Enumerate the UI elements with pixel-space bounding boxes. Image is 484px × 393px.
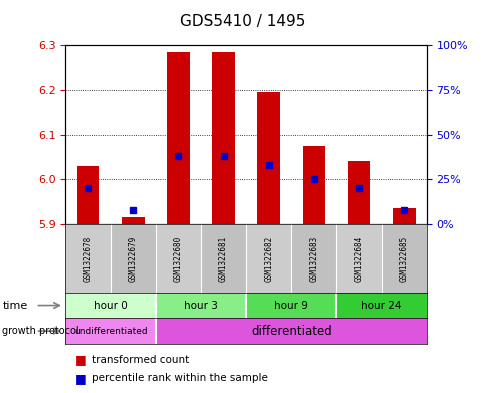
Text: GDS5410 / 1495: GDS5410 / 1495 xyxy=(180,14,304,29)
Bar xyxy=(155,224,200,293)
Text: ■: ■ xyxy=(75,353,87,366)
Text: percentile rank within the sample: percentile rank within the sample xyxy=(92,373,268,383)
Text: time: time xyxy=(2,301,28,310)
Bar xyxy=(200,224,245,293)
Text: GSM1322682: GSM1322682 xyxy=(264,235,272,281)
Text: differentiated: differentiated xyxy=(250,325,331,338)
Bar xyxy=(245,293,336,318)
Text: hour 9: hour 9 xyxy=(274,301,308,310)
Text: GSM1322684: GSM1322684 xyxy=(354,235,363,281)
Text: GSM1322683: GSM1322683 xyxy=(309,235,318,281)
Bar xyxy=(347,162,370,224)
Text: hour 0: hour 0 xyxy=(93,301,127,310)
Bar xyxy=(155,293,245,318)
Text: GSM1322680: GSM1322680 xyxy=(174,235,182,281)
Bar xyxy=(381,224,426,293)
Bar xyxy=(167,52,189,224)
Bar xyxy=(212,52,234,224)
Text: undifferentiated: undifferentiated xyxy=(74,327,147,336)
Bar xyxy=(121,217,144,224)
Bar xyxy=(336,224,381,293)
Text: GSM1322685: GSM1322685 xyxy=(399,235,408,281)
Text: GSM1322678: GSM1322678 xyxy=(83,235,92,281)
Text: GSM1322679: GSM1322679 xyxy=(128,235,137,281)
Bar xyxy=(257,92,279,224)
Text: GSM1322681: GSM1322681 xyxy=(219,235,227,281)
Text: hour 24: hour 24 xyxy=(361,301,401,310)
Bar xyxy=(110,224,155,293)
Text: growth protocol: growth protocol xyxy=(2,326,79,336)
Bar xyxy=(336,293,426,318)
Bar xyxy=(392,208,415,224)
Bar xyxy=(65,318,155,344)
Bar xyxy=(155,318,426,344)
Bar xyxy=(65,224,110,293)
Bar xyxy=(245,224,291,293)
Text: hour 3: hour 3 xyxy=(183,301,217,310)
Bar xyxy=(76,166,99,224)
Text: transformed count: transformed count xyxy=(92,354,189,365)
Text: ■: ■ xyxy=(75,371,87,385)
Bar xyxy=(65,293,155,318)
Bar xyxy=(302,146,324,224)
Bar xyxy=(291,224,336,293)
